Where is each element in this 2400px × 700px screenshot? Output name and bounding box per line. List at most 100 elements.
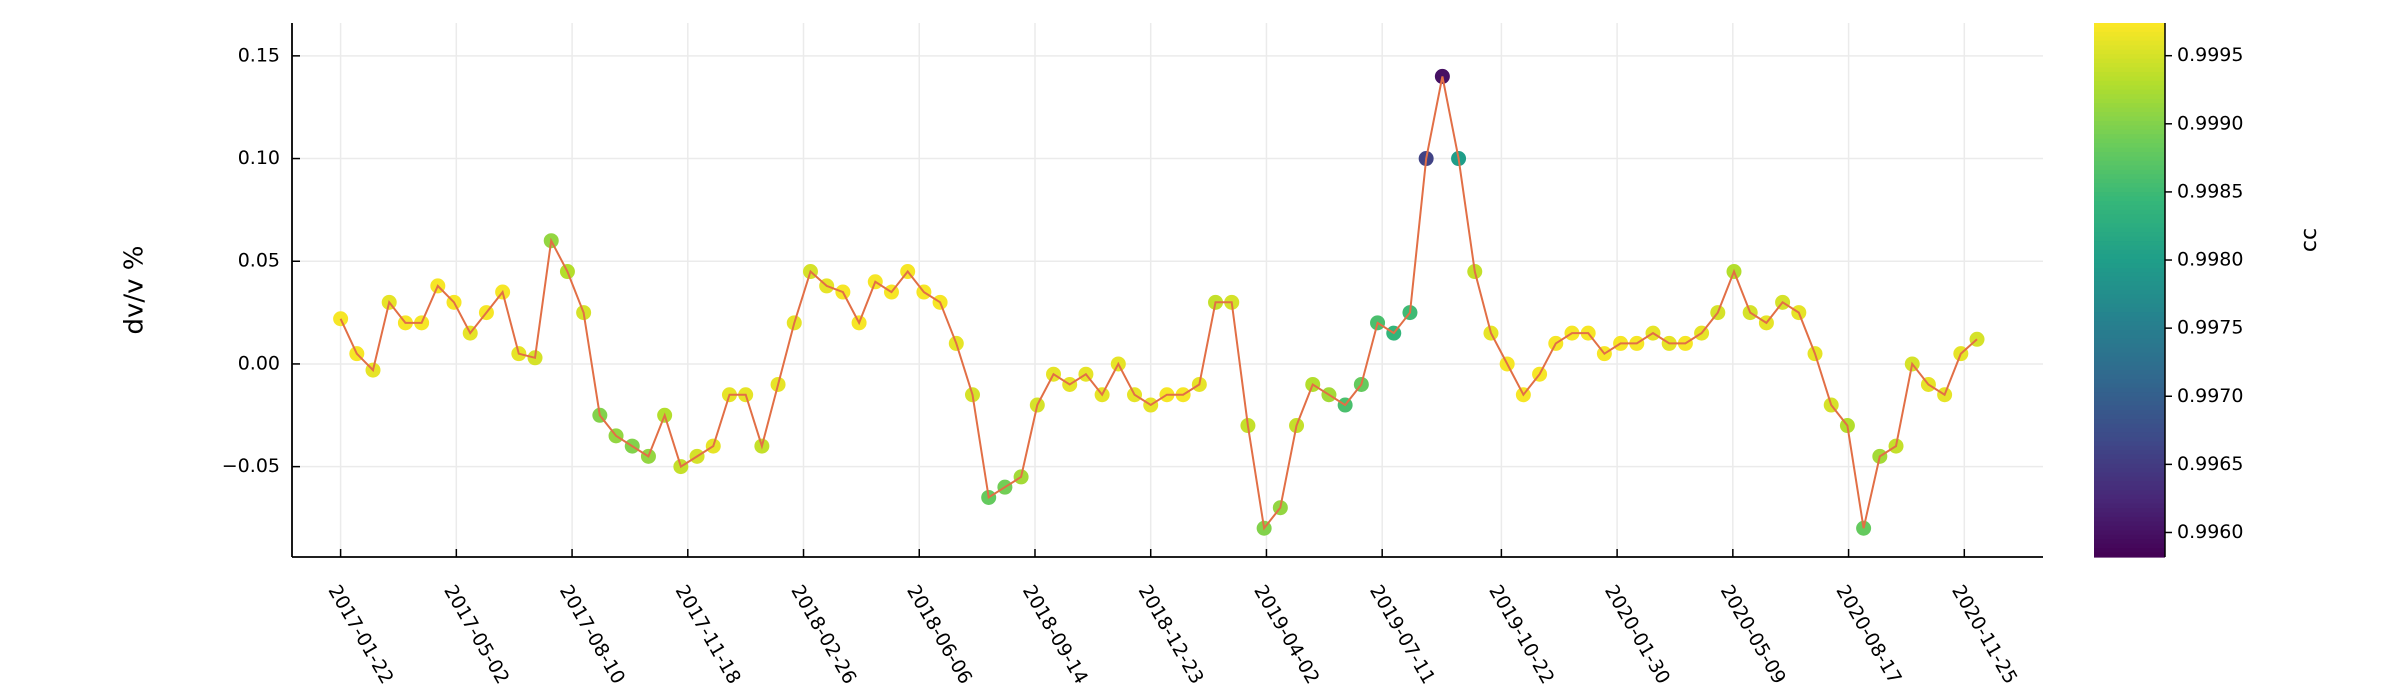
x-tick-label: 2018-12-23 (1134, 581, 1208, 688)
x-tick-label: 2020-08-17 (1831, 581, 1905, 688)
colorbar-cell (2094, 40, 2165, 46)
colorbar-cell (2094, 508, 2165, 514)
colorbar-cell (2094, 169, 2165, 175)
colorbar-cell (2094, 303, 2165, 309)
colorbar-cell (2094, 548, 2165, 554)
colorbar-tick-label: 0.9990 (2177, 112, 2243, 134)
colorbar-cell (2094, 414, 2165, 420)
colorbar-cell (2094, 116, 2165, 122)
colorbar-cell (2094, 512, 2165, 518)
colorbar-cell (2094, 330, 2165, 336)
colorbar-tick-label: 0.9970 (2177, 385, 2243, 407)
colorbar-cell (2094, 530, 2165, 536)
x-tick-label: 2019-07-11 (1365, 581, 1439, 688)
data-point (333, 311, 349, 327)
colorbar-tick-label: 0.9985 (2177, 180, 2243, 202)
colorbar-cell (2094, 241, 2165, 247)
colorbar-cell (2094, 281, 2165, 287)
colorbar-cell (2094, 352, 2165, 358)
colorbar-cell (2094, 63, 2165, 69)
x-tick-label: 2020-11-25 (1947, 581, 2021, 688)
colorbar-cell (2094, 120, 2165, 126)
colorbar-cell (2094, 205, 2165, 211)
colorbar-cell (2094, 227, 2165, 233)
colorbar-cell (2094, 103, 2165, 109)
colorbar-cell (2094, 258, 2165, 264)
x-tick-label: 2019-04-02 (1249, 581, 1323, 688)
colorbar-cell (2094, 525, 2165, 531)
y-axis-label: dv/v % (120, 245, 150, 334)
colorbar-cell (2094, 534, 2165, 540)
colorbar-cell (2094, 58, 2165, 64)
colorbar-cell (2094, 276, 2165, 282)
colorbar-cell (2094, 94, 2165, 100)
colorbar-cell (2094, 174, 2165, 180)
colorbar-cell (2094, 23, 2165, 29)
colorbar-cell (2094, 405, 2165, 411)
colorbar-cell (2094, 468, 2165, 474)
colorbar-cell (2094, 343, 2165, 349)
colorbar-cell (2094, 463, 2165, 469)
y-tick-label: 0.10 (238, 147, 280, 169)
colorbar-cell (2094, 160, 2165, 166)
colorbar-cell (2094, 307, 2165, 313)
colorbar-cell (2094, 143, 2165, 149)
x-tick-label: 2018-02-26 (786, 581, 860, 688)
colorbar-cell (2094, 201, 2165, 207)
colorbar-cell (2094, 147, 2165, 153)
colorbar-cell (2094, 321, 2165, 327)
colorbar-cell (2094, 423, 2165, 429)
colorbar-cell (2094, 503, 2165, 509)
colorbar-cell (2094, 125, 2165, 131)
colorbar-cell (2094, 347, 2165, 353)
colorbar-cell (2094, 379, 2165, 385)
colorbar-cell (2094, 263, 2165, 269)
colorbar-cell (2094, 80, 2165, 86)
colorbar-cell (2094, 178, 2165, 184)
colorbar-cell (2094, 365, 2165, 371)
colorbar-cell (2094, 387, 2165, 393)
colorbar-cell (2094, 134, 2165, 140)
colorbar-cell (2094, 552, 2165, 558)
colorbar-cell (2094, 419, 2165, 425)
colorbar-cell (2094, 138, 2165, 144)
colorbar-cell (2094, 383, 2165, 389)
y-tick-label: 0.00 (238, 352, 280, 374)
y-tick-label: 0.05 (238, 250, 280, 272)
colorbar-cell (2094, 316, 2165, 322)
colorbar-cell (2094, 187, 2165, 193)
x-tick-label: 2018-09-14 (1018, 581, 1092, 688)
colorbar-cell (2094, 49, 2165, 55)
x-tick-label: 2017-05-02 (439, 581, 513, 688)
colorbar-cell (2094, 232, 2165, 238)
colorbar-cell (2094, 361, 2165, 367)
colorbar-cell (2094, 490, 2165, 496)
colorbar-cell (2094, 494, 2165, 500)
colorbar-cell (2094, 165, 2165, 171)
colorbar-cell (2094, 325, 2165, 331)
colorbar-cell (2094, 218, 2165, 224)
colorbar-cell (2094, 156, 2165, 162)
colorbar-cell (2094, 267, 2165, 273)
colorbar-cell (2094, 31, 2165, 37)
colorbar-cell (2094, 45, 2165, 51)
colorbar-cell (2094, 152, 2165, 158)
colorbar-cell (2094, 76, 2165, 82)
colorbar-cell (2094, 539, 2165, 545)
colorbar-cell (2094, 67, 2165, 73)
colorbar-cell (2094, 476, 2165, 482)
colorbar-cell (2094, 459, 2165, 465)
colorbar-cell (2094, 129, 2165, 135)
colorbar-cell (2094, 396, 2165, 402)
colorbar-cell (2094, 71, 2165, 77)
colorbar-cell (2094, 432, 2165, 438)
colorbar-cell (2094, 392, 2165, 398)
colorbar-cell (2094, 223, 2165, 229)
colorbar-cell (2094, 192, 2165, 198)
y-tick-label: −0.05 (222, 455, 280, 477)
colorbar-cell (2094, 294, 2165, 300)
colorbar-cell (2094, 445, 2165, 451)
colorbar-cell (2094, 107, 2165, 113)
colorbar-cell (2094, 481, 2165, 487)
data-line (339, 76, 1978, 531)
